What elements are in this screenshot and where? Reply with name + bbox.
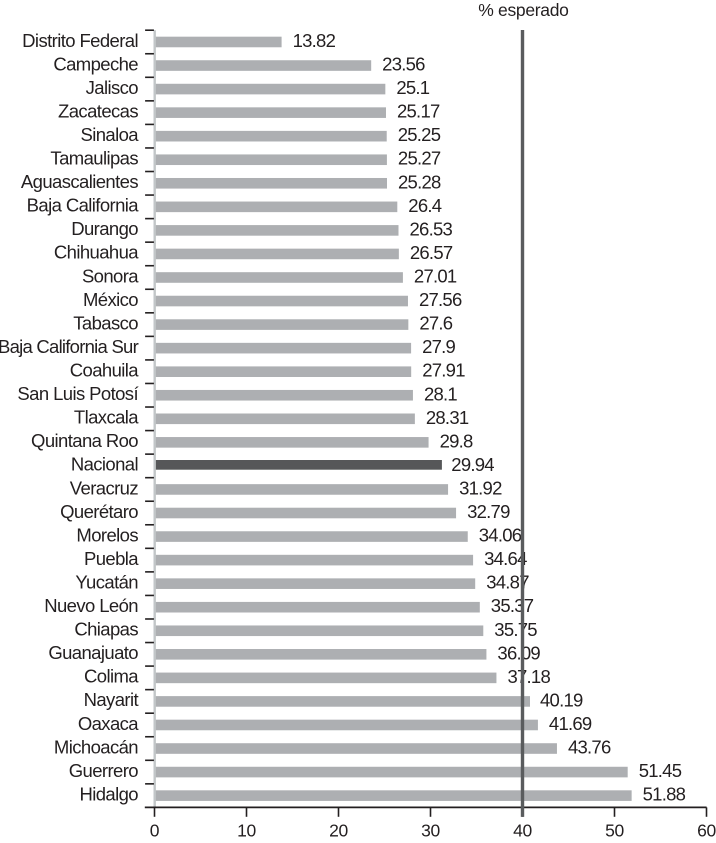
svg-text:Yucatán: Yucatán (75, 571, 138, 592)
svg-text:40: 40 (513, 820, 532, 838)
svg-text:Baja California Sur: Baja California Sur (0, 336, 139, 357)
svg-text:Distrito Federal: Distrito Federal (22, 30, 138, 51)
svg-text:Oaxaca: Oaxaca (78, 713, 139, 734)
svg-text:31.92: 31.92 (459, 477, 502, 498)
svg-text:30: 30 (421, 820, 440, 838)
svg-text:26.53: 26.53 (410, 218, 453, 239)
svg-text:25.27: 25.27 (398, 148, 441, 169)
svg-text:Sonora: Sonora (82, 265, 139, 286)
svg-text:Michoacán: Michoacán (54, 736, 138, 757)
svg-text:34.06: 34.06 (479, 525, 522, 546)
svg-text:27.01: 27.01 (414, 265, 457, 286)
svg-text:Nayarit: Nayarit (84, 689, 139, 710)
svg-text:Coahuila: Coahuila (70, 360, 140, 381)
svg-text:Morelos: Morelos (76, 524, 138, 545)
svg-text:Aguascalientes: Aguascalientes (21, 171, 138, 192)
svg-text:Campeche: Campeche (53, 53, 138, 74)
svg-text:Puebla: Puebla (84, 548, 139, 569)
svg-text:26.4: 26.4 (408, 195, 441, 216)
svg-text:25.1: 25.1 (396, 77, 429, 98)
svg-text:20: 20 (329, 820, 348, 838)
svg-text:41.69: 41.69 (549, 713, 592, 734)
svg-text:Veracruz: Veracruz (70, 477, 139, 498)
svg-text:25.17: 25.17 (397, 101, 440, 122)
svg-text:Jalisco: Jalisco (86, 77, 139, 98)
svg-text:26.57: 26.57 (410, 242, 453, 263)
svg-text:0: 0 (150, 820, 160, 838)
svg-text:% esperado: % esperado (478, 0, 568, 20)
svg-text:Nuevo León: Nuevo León (44, 595, 138, 616)
svg-text:28.31: 28.31 (426, 407, 469, 428)
svg-text:Durango: Durango (71, 218, 138, 239)
svg-text:San Luis Potosí: San Luis Potosí (17, 383, 139, 404)
svg-text:10: 10 (237, 820, 256, 838)
svg-text:40.19: 40.19 (540, 689, 583, 710)
svg-text:23.56: 23.56 (382, 54, 425, 75)
svg-text:28.1: 28.1 (424, 383, 457, 404)
svg-text:Quintana Roo: Quintana Roo (31, 430, 138, 451)
svg-text:29.94: 29.94 (451, 454, 494, 475)
svg-text:37.18: 37.18 (507, 666, 550, 687)
svg-text:27.56: 27.56 (419, 289, 462, 310)
svg-text:Nacional: Nacional (71, 454, 138, 475)
svg-text:43.76: 43.76 (568, 737, 611, 758)
svg-text:25.25: 25.25 (398, 124, 441, 145)
svg-text:Baja California: Baja California (27, 195, 140, 216)
svg-text:Tamaulipas: Tamaulipas (50, 148, 138, 169)
svg-text:Tlaxcala: Tlaxcala (74, 407, 139, 428)
svg-text:51.45: 51.45 (639, 760, 682, 781)
svg-text:Querétaro: Querétaro (60, 501, 138, 522)
svg-text:27.91: 27.91 (422, 360, 465, 381)
svg-text:25.28: 25.28 (398, 171, 441, 192)
svg-text:Sinaloa: Sinaloa (80, 124, 139, 145)
svg-text:Colima: Colima (84, 666, 139, 687)
svg-text:Chiapas: Chiapas (74, 619, 138, 640)
svg-text:27.6: 27.6 (419, 313, 452, 334)
svg-text:32.79: 32.79 (467, 501, 510, 522)
svg-text:Guanajuato: Guanajuato (48, 642, 138, 663)
svg-text:México: México (83, 289, 138, 310)
svg-text:Guerrero: Guerrero (69, 760, 139, 781)
svg-text:27.9: 27.9 (422, 336, 455, 357)
svg-text:Zacatecas: Zacatecas (58, 100, 138, 121)
svg-text:34.87: 34.87 (486, 572, 529, 593)
svg-text:36.09: 36.09 (497, 642, 540, 663)
svg-text:60: 60 (697, 820, 716, 838)
svg-text:Hidalgo: Hidalgo (79, 783, 138, 804)
svg-text:Tabasco: Tabasco (73, 312, 138, 333)
svg-text:Chihuahua: Chihuahua (54, 242, 139, 263)
svg-text:29.8: 29.8 (440, 430, 473, 451)
svg-text:34.64: 34.64 (484, 548, 527, 569)
svg-text:50: 50 (605, 820, 624, 838)
svg-text:35.37: 35.37 (491, 595, 534, 616)
svg-text:35.75: 35.75 (494, 619, 537, 640)
svg-text:13.82: 13.82 (293, 30, 336, 51)
svg-text:51.88: 51.88 (643, 784, 686, 805)
